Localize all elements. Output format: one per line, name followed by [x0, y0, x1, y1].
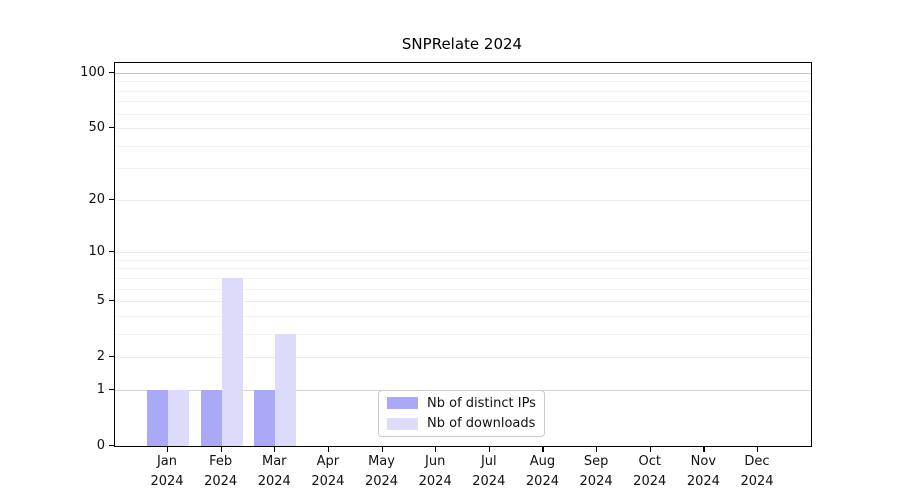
y-tick-label: 5	[96, 293, 105, 309]
plot-area	[114, 62, 812, 447]
bar	[221, 277, 243, 446]
minor-gridline	[115, 168, 811, 170]
y-tick-mark	[109, 127, 114, 129]
y-tick-mark	[109, 445, 114, 447]
x-tick-label: May 2024	[364, 454, 399, 489]
x-tick-label: Jun 2024	[418, 454, 452, 489]
y-tick-label: 0	[96, 438, 105, 453]
bar	[147, 389, 168, 446]
y-tick-mark	[109, 251, 114, 253]
y-tick-label: 20	[88, 191, 105, 207]
x-tick-label: Sep 2024	[579, 454, 613, 489]
minor-gridline	[115, 277, 811, 279]
bar	[200, 389, 222, 446]
y-tick-label: 10	[88, 244, 105, 260]
x-tick-label: Jul 2024	[472, 454, 506, 489]
bar	[254, 389, 276, 446]
x-tick-label: Jan 2024	[150, 454, 184, 489]
minor-gridline	[115, 268, 811, 270]
x-tick-mark	[167, 446, 169, 452]
minor-gridline	[115, 333, 811, 335]
major-gridline	[115, 128, 811, 130]
legend-swatch-distinct-ips	[387, 397, 418, 410]
legend-label: Nb of distinct IPs	[427, 395, 536, 411]
x-tick-label: Aug 2024	[525, 454, 559, 489]
y-tick-label: 50	[88, 120, 105, 136]
y-tick-mark	[109, 356, 114, 358]
x-tick-mark	[596, 446, 598, 452]
minor-gridline	[115, 90, 811, 92]
x-tick-mark	[381, 446, 383, 452]
x-tick-label: Apr 2024	[311, 454, 345, 489]
minor-gridline	[115, 259, 811, 261]
y-tick-mark	[109, 388, 114, 391]
x-tick-label: Nov 2024	[686, 454, 720, 489]
x-tick-mark	[542, 446, 544, 452]
legend-label: Nb of downloads	[427, 416, 536, 432]
major-gridline	[115, 199, 811, 201]
minor-gridline	[115, 315, 811, 317]
x-tick-mark	[649, 446, 651, 452]
major-gridline	[115, 252, 811, 254]
minor-gridline	[115, 101, 811, 103]
x-tick-mark	[435, 446, 437, 452]
bar	[275, 333, 297, 446]
minor-gridline	[115, 113, 811, 115]
x-tick-mark	[703, 446, 705, 452]
x-tick-mark	[327, 446, 330, 452]
x-tick-label: Feb 2024	[204, 454, 238, 489]
minor-gridline	[115, 288, 811, 290]
y-tick-label: 100	[80, 64, 105, 80]
chart-title: SNPRelate 2024	[401, 35, 523, 53]
bar	[168, 389, 189, 446]
x-tick-mark	[274, 446, 276, 452]
x-tick-mark	[220, 446, 222, 452]
y-tick-mark	[109, 71, 114, 73]
x-tick-label: Oct 2024	[633, 454, 667, 489]
major-gridline	[115, 357, 811, 359]
y-tick-mark	[109, 198, 114, 200]
x-tick-label: Mar 2024	[257, 454, 291, 489]
y-tick-mark	[109, 300, 114, 302]
legend: Nb of distinct IPs Nb of downloads	[378, 390, 545, 437]
x-tick-mark	[757, 446, 759, 452]
minor-gridline	[115, 145, 811, 147]
x-tick-label: Dec 2024	[740, 454, 774, 489]
major-gridline	[115, 301, 811, 303]
y-tick-label: 1	[96, 381, 105, 397]
minor-gridline	[115, 81, 811, 83]
x-tick-mark	[488, 446, 490, 452]
major-gridline	[115, 72, 811, 74]
legend-swatch-downloads	[387, 417, 418, 430]
y-tick-label: 2	[96, 349, 105, 365]
legend-item: Nb of downloads	[385, 416, 538, 433]
legend-item: Nb of distinct IPs	[385, 395, 538, 412]
